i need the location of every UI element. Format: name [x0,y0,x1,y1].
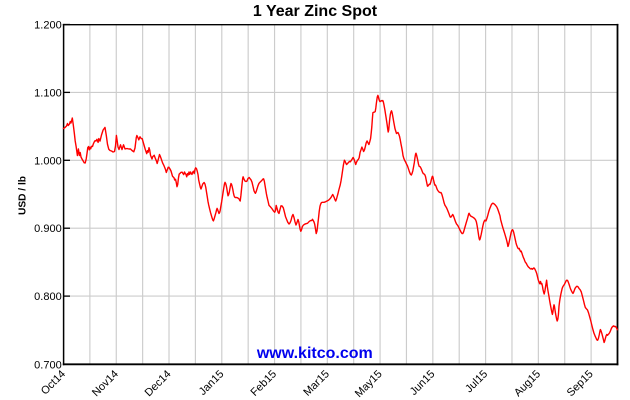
svg-text:0.900: 0.900 [34,223,62,235]
svg-text:USD / lb: USD / lb [18,176,29,215]
svg-text:1.000: 1.000 [34,155,62,167]
svg-text:0.800: 0.800 [34,291,62,303]
svg-text:1.200: 1.200 [34,20,62,32]
svg-text:www.kitco.com: www.kitco.com [256,345,373,362]
svg-text:1 Year Zinc Spot: 1 Year Zinc Spot [253,3,378,20]
svg-text:0.700: 0.700 [34,359,62,371]
svg-text:1.100: 1.100 [34,87,62,99]
